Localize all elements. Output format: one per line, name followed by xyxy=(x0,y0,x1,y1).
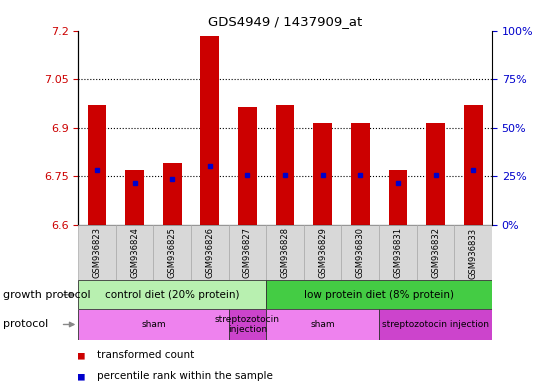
Text: streptozotocin injection: streptozotocin injection xyxy=(382,320,489,329)
Bar xyxy=(125,170,144,225)
Text: GSM936827: GSM936827 xyxy=(243,227,252,278)
Bar xyxy=(116,225,154,280)
Bar xyxy=(238,107,257,225)
Bar xyxy=(266,225,304,280)
Bar xyxy=(342,225,379,280)
Bar xyxy=(266,280,492,309)
Text: low protein diet (8% protein): low protein diet (8% protein) xyxy=(304,290,454,300)
Text: GSM936829: GSM936829 xyxy=(318,227,327,278)
Bar xyxy=(78,225,116,280)
Text: GSM936828: GSM936828 xyxy=(281,227,290,278)
Text: GSM936824: GSM936824 xyxy=(130,227,139,278)
Bar xyxy=(154,225,191,280)
Text: transformed count: transformed count xyxy=(97,350,194,360)
Bar xyxy=(379,225,416,280)
Bar xyxy=(389,170,408,225)
Bar xyxy=(229,225,266,280)
Bar xyxy=(276,105,295,225)
Bar xyxy=(416,225,454,280)
Text: percentile rank within the sample: percentile rank within the sample xyxy=(97,371,273,381)
Text: growth protocol: growth protocol xyxy=(3,290,91,300)
Bar xyxy=(78,309,229,340)
Bar xyxy=(78,280,266,309)
Text: streptozotocin
injection: streptozotocin injection xyxy=(215,315,280,334)
Text: ■: ■ xyxy=(78,350,85,360)
Text: GSM936833: GSM936833 xyxy=(468,227,477,278)
Bar xyxy=(313,123,332,225)
Text: GSM936823: GSM936823 xyxy=(93,227,102,278)
Bar xyxy=(191,225,229,280)
Bar xyxy=(464,105,482,225)
Text: GSM936830: GSM936830 xyxy=(356,227,365,278)
Bar xyxy=(351,123,369,225)
Bar xyxy=(454,225,492,280)
Bar xyxy=(229,309,266,340)
Text: protocol: protocol xyxy=(3,319,48,329)
Bar xyxy=(304,225,342,280)
Bar xyxy=(426,123,445,225)
Bar xyxy=(379,309,492,340)
Text: GSM936832: GSM936832 xyxy=(431,227,440,278)
Bar xyxy=(266,309,379,340)
Text: sham: sham xyxy=(310,320,335,329)
Bar xyxy=(163,163,182,225)
Text: GSM936825: GSM936825 xyxy=(168,227,177,278)
Text: sham: sham xyxy=(141,320,166,329)
Bar xyxy=(201,36,219,225)
Title: GDS4949 / 1437909_at: GDS4949 / 1437909_at xyxy=(208,15,362,28)
Text: ■: ■ xyxy=(78,371,85,381)
Bar xyxy=(88,105,106,225)
Text: control diet (20% protein): control diet (20% protein) xyxy=(105,290,239,300)
Text: GSM936831: GSM936831 xyxy=(394,227,402,278)
Text: GSM936826: GSM936826 xyxy=(205,227,215,278)
